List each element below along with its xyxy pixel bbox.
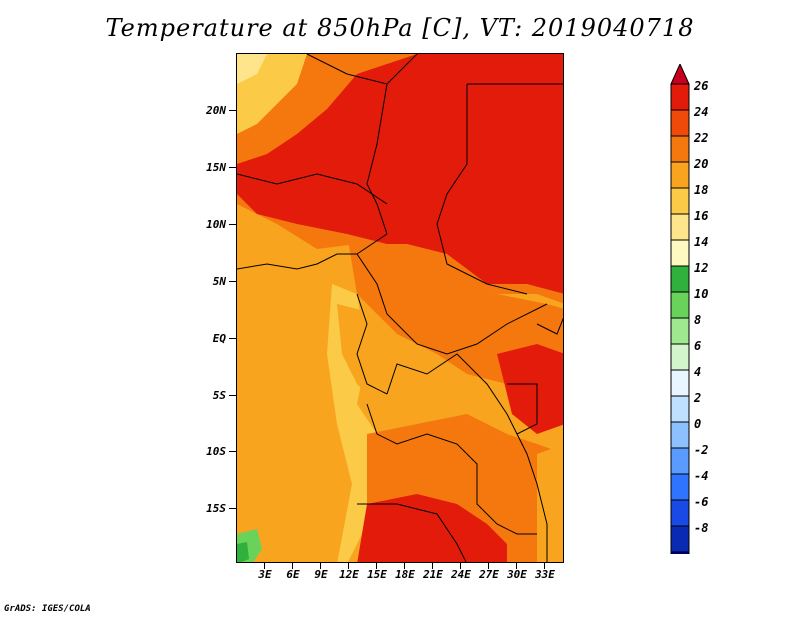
colorbar-segment [670,473,690,501]
lat-tick [229,281,236,282]
lat-label-10s: 10S [206,445,226,458]
lon-tick [404,563,405,569]
lat-label-5s: 5S [212,389,226,402]
lon-label-33e: 33E [535,568,555,581]
colorbar-segment [670,187,690,215]
lon-tick [264,563,265,569]
temperature-field [237,54,563,562]
lon-tick [348,563,349,569]
lon-tick [376,563,377,569]
lon-tick [292,563,293,569]
colorbar-label: 12 [694,261,709,275]
colorbar-segment [670,343,690,371]
colorbar-segment [670,447,690,475]
lat-label-10n: 10N [206,218,226,231]
colorbar-label: -4 [694,469,709,483]
lon-label-15e: 15E [367,568,387,581]
colorbar-label: 6 [694,339,702,353]
lon-label-9e: 9E [314,568,328,581]
colorbar-label: 0 [694,417,702,431]
colorbar-label: 18 [694,183,709,197]
lon-tick [460,563,461,569]
colorbar-segment [670,551,690,554]
lat-tick [229,110,236,111]
lon-label-24e: 24E [451,568,471,581]
colorbar-segment [670,525,690,553]
colorbar-label: 20 [694,157,709,171]
lon-tick [488,563,489,569]
colorbar-segment [670,109,690,137]
grads-credit: GrADS: IGES/COLA [4,604,91,614]
colorbar-label: -2 [694,443,709,457]
colorbar-arrow-top [670,64,690,85]
lat-tick [229,224,236,225]
lon-label-30e: 30E [507,568,527,581]
lon-label-6e: 6E [286,568,300,581]
colorbar-label: 4 [694,365,702,379]
lon-tick [516,563,517,569]
lon-label-12e: 12E [339,568,359,581]
colorbar-label: 16 [694,209,709,223]
colorbar-segment [670,83,690,111]
colorbar-segment [670,291,690,319]
colorbar-segment [670,499,690,527]
colorbar-segment [670,421,690,449]
colorbar-label: 14 [694,235,709,249]
lat-tick [229,338,236,339]
lat-tick [229,451,236,452]
lat-label-eq: EQ [212,332,226,345]
colorbar-segment [670,265,690,293]
colorbar-label: 24 [694,105,709,119]
lon-label-18e: 18E [395,568,415,581]
colorbar-label: 26 [694,79,709,93]
lat-label-5n: 5N [212,275,226,288]
colorbar-label: 10 [694,287,709,301]
lat-tick [229,508,236,509]
lat-label-15n: 15N [206,161,226,174]
lon-label-21e: 21E [423,568,443,581]
colorbar [670,64,690,554]
colorbar-label: 8 [694,313,702,327]
lat-tick [229,395,236,396]
lon-tick [544,563,545,569]
colorbar-segment [670,135,690,163]
lat-label-15s: 15S [206,502,226,515]
colorbar-segment [670,239,690,267]
colorbar-label: 22 [694,131,709,145]
lat-label-20n: 20N [206,104,226,117]
colorbar-segment [670,369,690,397]
temperature-map [236,53,564,563]
colorbar-label: 2 [694,391,702,405]
lon-tick [320,563,321,569]
lon-label-27e: 27E [479,568,499,581]
colorbar-segment [670,213,690,241]
lon-label-3e: 3E [258,568,272,581]
colorbar-segment [670,161,690,189]
lat-tick [229,167,236,168]
map-title: Temperature at 850hPa [C], VT: 201904071… [105,14,695,42]
lon-tick [432,563,433,569]
colorbar-segment [670,395,690,423]
colorbar-label: -8 [694,521,709,535]
colorbar-segment [670,317,690,345]
colorbar-label: -6 [694,495,709,509]
